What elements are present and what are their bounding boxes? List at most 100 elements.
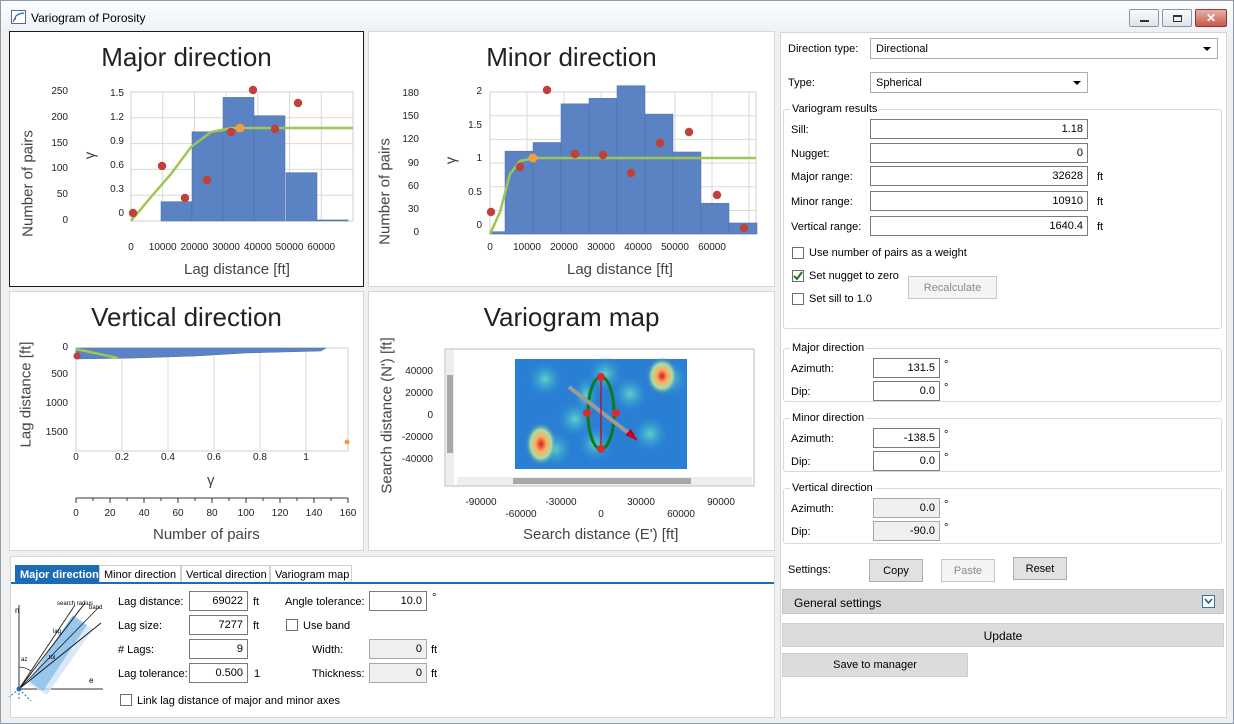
- tick-label: 30000: [627, 497, 655, 508]
- lag-size-field[interactable]: 7277: [189, 615, 248, 635]
- y-axis-label-gamma: γ: [442, 156, 460, 165]
- degree-unit: °: [944, 359, 949, 371]
- general-settings-expander[interactable]: General settings: [782, 589, 1224, 614]
- save-to-manager-button[interactable]: Save to manager: [782, 653, 968, 677]
- tab-underline: [11, 582, 774, 584]
- width-field[interactable]: 0: [369, 639, 427, 659]
- close-icon: ✕: [1205, 11, 1217, 25]
- minor-direction-group: Minor direction Azimuth: -138.5 ° Dip: 0…: [783, 412, 1222, 472]
- checkmark-icon: [793, 271, 803, 281]
- sill-one-label: Set sill to 1.0: [809, 293, 872, 305]
- tick-label: 150: [51, 137, 68, 149]
- minor-direction-chart[interactable]: Minor direction Number of pairs γ Lag di…: [368, 31, 775, 287]
- chevron-down-icon: [1203, 47, 1211, 51]
- n-lags-field[interactable]: 9: [189, 639, 248, 659]
- tick-label: 2: [476, 86, 482, 97]
- experimental-point: [542, 85, 552, 95]
- tab-variogram-map[interactable]: Variogram map: [270, 565, 352, 583]
- update-button[interactable]: Update: [782, 623, 1224, 647]
- tab-minor-direction[interactable]: Minor direction: [99, 565, 181, 583]
- major-direction-chart[interactable]: Major direction Number of pairs γ Lag di…: [9, 31, 364, 287]
- tick-label: 0.9: [110, 136, 124, 147]
- major-azimuth-field[interactable]: 131.5: [873, 358, 940, 378]
- tick-label: 60: [407, 180, 419, 192]
- direction-type-select[interactable]: Directional: [870, 38, 1218, 59]
- degree-unit: °: [432, 592, 437, 604]
- vertical-azimuth-field[interactable]: 0.0: [873, 498, 940, 518]
- experimental-point: [248, 85, 258, 95]
- minor-azimuth-field[interactable]: -138.5: [873, 428, 940, 448]
- tick-label: 0: [487, 242, 493, 253]
- tick-label: 1500: [45, 427, 68, 438]
- histogram-bar: [316, 219, 349, 222]
- pairs-weight-label: Use number of pairs as a weight: [809, 247, 967, 259]
- major-direction-group: Major direction Azimuth: 131.5 ° Dip: 0.…: [783, 342, 1222, 402]
- group-title: Vertical direction: [790, 482, 875, 494]
- tick-label: 1.5: [468, 119, 482, 131]
- tab-major-direction[interactable]: Major direction: [15, 565, 99, 583]
- nugget-zero-checkbox[interactable]: [792, 270, 804, 282]
- sill-field[interactable]: 1.18: [870, 119, 1088, 139]
- major-dip-field[interactable]: 0.0: [873, 381, 940, 401]
- tick-label: 20000: [405, 388, 433, 399]
- x-axis-label-pairs: Number of pairs: [153, 526, 260, 543]
- tick-label: 60: [172, 508, 184, 519]
- pairs-weight-checkbox[interactable]: [792, 247, 804, 259]
- minor-range-label: Minor range:: [791, 196, 853, 208]
- chart-title: Variogram map: [483, 302, 660, 332]
- tick-label: 10000: [513, 242, 541, 253]
- link-lag-checkbox[interactable]: [120, 694, 132, 706]
- variogram-map-chart[interactable]: Variogram map Search distance (N') [ft] …: [368, 291, 775, 551]
- minimize-button[interactable]: [1129, 9, 1159, 27]
- experimental-point: [598, 150, 608, 160]
- tick-label: 60000: [667, 509, 695, 520]
- maximize-button[interactable]: [1162, 9, 1192, 27]
- minor-dip-field[interactable]: 0.0: [873, 451, 940, 471]
- plot-frame: [75, 347, 349, 452]
- sill-one-checkbox[interactable]: [792, 293, 804, 305]
- experimental-point: [739, 223, 749, 233]
- angle-tolerance-field[interactable]: 10.0: [369, 591, 427, 611]
- use-band-label: Use band: [303, 620, 351, 632]
- lag-distance-field[interactable]: 69022: [189, 591, 248, 611]
- experimental-point: [712, 190, 722, 200]
- tick-label: -90000: [465, 497, 497, 508]
- azimuth-label: Azimuth:: [791, 503, 834, 515]
- vertical-dip-field[interactable]: -90.0: [873, 521, 940, 541]
- recalculate-button[interactable]: Recalculate: [908, 276, 997, 299]
- type-select[interactable]: Spherical: [870, 72, 1088, 93]
- reset-button[interactable]: Reset: [1013, 557, 1067, 580]
- vertical-direction-chart[interactable]: Vertical direction Lag distance [ft] γ N…: [9, 291, 364, 551]
- major-range-field[interactable]: 32628: [870, 166, 1088, 186]
- thickness-field[interactable]: 0: [369, 663, 427, 683]
- tick-label: 0.6: [110, 160, 124, 171]
- x-axis-label-gamma: γ: [207, 472, 215, 489]
- settings-label: Settings:: [788, 564, 831, 576]
- major-axis-line: [567, 385, 637, 440]
- nugget-field[interactable]: 0: [870, 143, 1088, 163]
- histogram-bar: [75, 347, 327, 360]
- tick-label: 90: [407, 157, 419, 169]
- width-label: Width:: [312, 644, 344, 656]
- tab-vertical-direction[interactable]: Vertical direction: [181, 565, 270, 583]
- dip-label: Dip:: [791, 386, 811, 398]
- use-band-checkbox[interactable]: [286, 619, 298, 631]
- lag-tolerance-field[interactable]: 0.500: [189, 663, 248, 683]
- close-button[interactable]: ✕: [1195, 9, 1227, 27]
- group-title: Minor direction: [790, 412, 867, 424]
- copy-button[interactable]: Copy: [869, 559, 923, 582]
- paste-button[interactable]: Paste: [941, 559, 995, 582]
- chart-title: Vertical direction: [91, 302, 282, 332]
- unit-label: ft: [431, 668, 438, 680]
- tick-label: 0: [62, 342, 68, 353]
- tick-label: 0: [128, 242, 134, 253]
- major-plot-area: [128, 85, 354, 222]
- tick-label: 1: [476, 153, 482, 164]
- vertical-range-label: Vertical range:: [791, 221, 862, 233]
- vertical-range-field[interactable]: 1640.4: [870, 216, 1088, 236]
- tick-label: 140: [305, 508, 323, 519]
- minor-range-field[interactable]: 10910: [870, 191, 1088, 211]
- experimental-point: [684, 127, 694, 137]
- azimuth-label: Azimuth:: [791, 433, 834, 445]
- tick-label: 180: [402, 88, 419, 99]
